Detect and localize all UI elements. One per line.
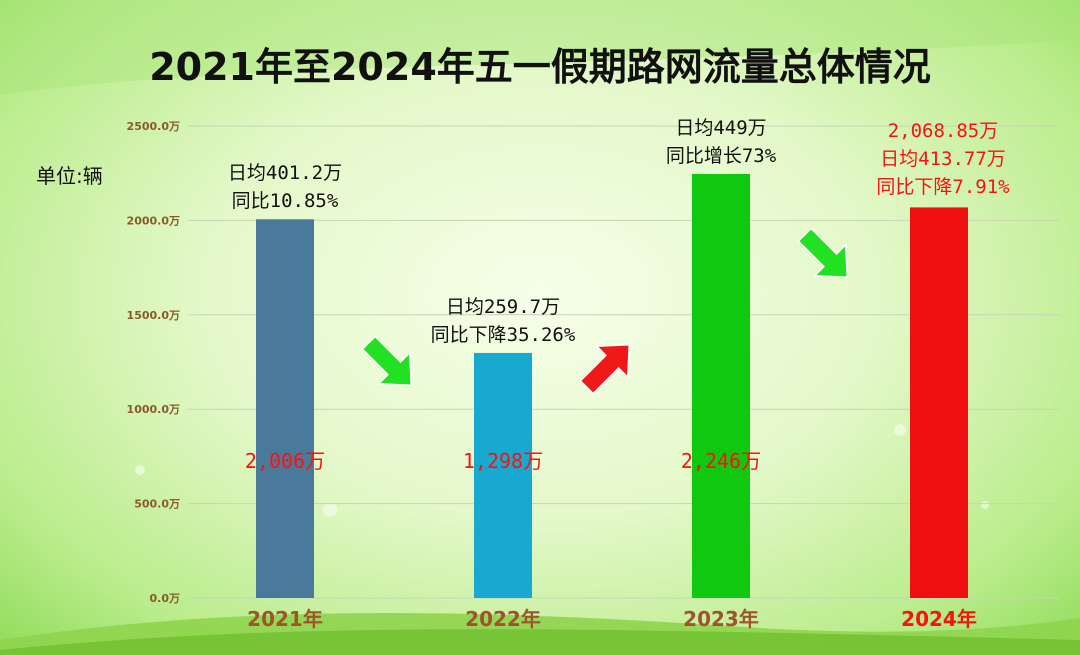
annotation-0: 日均401.2万 同比10.85% (175, 159, 395, 215)
x-tick-label: 2023年 (683, 607, 759, 631)
y-tick-label: 2500.0万 (127, 120, 180, 133)
annotation-line: 日均259.7万 (445, 295, 561, 318)
y-tick-label: 2000.0万 (127, 214, 180, 227)
annotation-line: 同比增长73% (665, 144, 777, 167)
bar (474, 352, 532, 598)
trend-down-arrow-icon (361, 335, 412, 386)
x-tick-label: 2024年 (901, 607, 977, 631)
annotation-2: 日均449万 同比增长73% (611, 114, 831, 170)
value-label: 2,246万 (681, 449, 761, 473)
annotation-2024: 2,068.85万 日均413.77万 同比下降7.91% (833, 117, 1053, 201)
x-tick-label: 2021年 (247, 607, 323, 631)
annotation-line: 同比下降7.91% (876, 176, 1010, 199)
value-label: 1,298万 (463, 449, 543, 473)
y-tick-label: 1000.0万 (127, 403, 180, 416)
y-tick-label: 0.0万 (150, 592, 181, 605)
y-tick-label: 500.0万 (134, 498, 180, 511)
y-tick-label: 1500.0万 (127, 309, 180, 322)
annotation-line: 同比下降35.26% (430, 323, 576, 346)
bar (910, 207, 968, 598)
trend-down-arrow-icon (797, 227, 848, 278)
annotation-line: 日均413.77万 (880, 148, 1006, 171)
unit-label: 单位:辆 (36, 164, 103, 188)
annotation-line: 2,068.85万 (887, 120, 999, 143)
annotation-line: 日均449万 (675, 116, 767, 139)
x-tick-label: 2022年 (465, 607, 541, 631)
value-label: 2,006万 (245, 449, 325, 473)
annotation-line: 日均401.2万 (227, 162, 343, 185)
bar (692, 173, 750, 598)
bar (256, 219, 314, 598)
trend-up-arrow-icon (579, 344, 630, 395)
annotation-1: 日均259.7万 同比下降35.26% (393, 293, 613, 349)
annotation-line: 同比10.85% (231, 190, 339, 213)
chart-title: 2021年至2024年五一假期路网流量总体情况 (149, 45, 931, 89)
